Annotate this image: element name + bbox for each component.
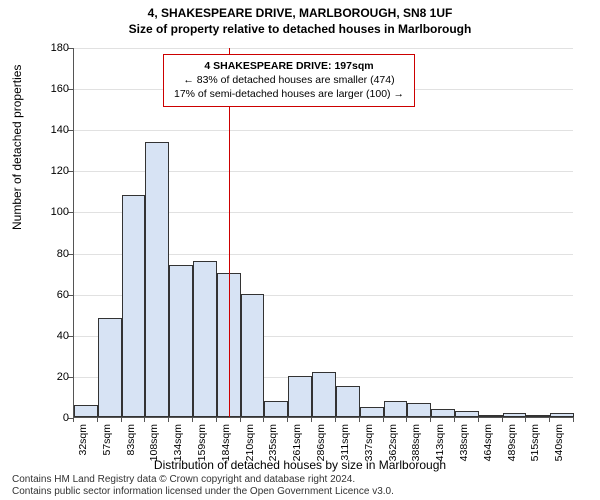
x-tick-label: 438sqm: [458, 424, 470, 461]
histogram-bar: [312, 372, 336, 417]
x-tick-mark: [406, 417, 407, 422]
x-tick-mark: [359, 417, 360, 422]
annotation-line1: ← 83% of detached houses are smaller (47…: [174, 73, 404, 87]
x-tick-mark: [525, 417, 526, 422]
histogram-bar: [74, 405, 98, 417]
y-tick-label: 140: [29, 124, 69, 136]
page-title: 4, SHAKESPEARE DRIVE, MARLBOROUGH, SN8 1…: [0, 0, 600, 20]
x-tick-label: 32sqm: [77, 424, 89, 456]
x-tick-mark: [430, 417, 431, 422]
x-tick-label: 388sqm: [410, 424, 422, 461]
y-tick-label: 60: [29, 289, 69, 301]
footer-line1: Contains HM Land Registry data © Crown c…: [12, 474, 394, 486]
x-tick-label: 540sqm: [553, 424, 565, 461]
histogram-bar: [479, 415, 503, 417]
y-tick-label: 100: [29, 206, 69, 218]
x-tick-label: 413sqm: [434, 424, 446, 461]
histogram-bar: [526, 415, 550, 417]
histogram-bar: [550, 413, 574, 417]
x-tick-label: 337sqm: [363, 424, 375, 461]
annotation-box: 4 SHAKESPEARE DRIVE: 197sqm ← 83% of det…: [163, 54, 415, 107]
histogram-bar: [288, 376, 312, 417]
gridline: [74, 130, 573, 131]
histogram-bar: [122, 195, 146, 417]
x-tick-mark: [287, 417, 288, 422]
histogram-bar: [145, 142, 169, 417]
x-tick-mark: [263, 417, 264, 422]
histogram-bar: [193, 261, 217, 417]
x-tick-mark: [216, 417, 217, 422]
x-tick-label: 464sqm: [482, 424, 494, 461]
x-tick-mark: [502, 417, 503, 422]
chart-area: 020406080100120140160180 32sqm57sqm83sqm…: [73, 48, 573, 418]
gridline: [74, 48, 573, 49]
histogram-bar: [431, 409, 455, 417]
footer-line2: Contains public sector information licen…: [12, 486, 394, 498]
x-axis-label: Distribution of detached houses by size …: [0, 458, 600, 472]
x-tick-label: 83sqm: [125, 424, 137, 456]
x-tick-label: 235sqm: [267, 424, 279, 461]
histogram-bar: [264, 401, 288, 417]
y-tick-label: 0: [29, 412, 69, 424]
y-tick-label: 80: [29, 248, 69, 260]
x-tick-label: 108sqm: [148, 424, 160, 461]
histogram-bar: [455, 411, 479, 417]
x-tick-mark: [549, 417, 550, 422]
histogram-bar: [336, 386, 360, 417]
x-tick-label: 210sqm: [244, 424, 256, 461]
histogram-bar: [503, 413, 527, 417]
y-axis-label: Number of detached properties: [10, 65, 24, 230]
y-tick-label: 120: [29, 165, 69, 177]
x-tick-label: 159sqm: [196, 424, 208, 461]
x-tick-mark: [121, 417, 122, 422]
annotation-title: 4 SHAKESPEARE DRIVE: 197sqm: [174, 59, 404, 73]
x-tick-mark: [168, 417, 169, 422]
x-tick-mark: [240, 417, 241, 422]
x-tick-label: 57sqm: [101, 424, 113, 456]
x-tick-mark: [335, 417, 336, 422]
x-tick-mark: [192, 417, 193, 422]
x-tick-mark: [478, 417, 479, 422]
histogram-bar: [241, 294, 265, 417]
x-tick-label: 362sqm: [387, 424, 399, 461]
x-tick-mark: [73, 417, 74, 422]
footer: Contains HM Land Registry data © Crown c…: [12, 474, 394, 498]
y-tick-label: 180: [29, 42, 69, 54]
x-tick-mark: [383, 417, 384, 422]
histogram-bar: [407, 403, 431, 417]
x-tick-mark: [454, 417, 455, 422]
x-tick-mark: [311, 417, 312, 422]
histogram-bar: [169, 265, 193, 417]
x-tick-label: 286sqm: [315, 424, 327, 461]
page-subtitle: Size of property relative to detached ho…: [0, 20, 600, 36]
x-tick-label: 489sqm: [506, 424, 518, 461]
x-tick-label: 261sqm: [291, 424, 303, 461]
histogram-bar: [360, 407, 384, 417]
y-tick-label: 160: [29, 83, 69, 95]
x-tick-label: 515sqm: [529, 424, 541, 461]
x-tick-mark: [144, 417, 145, 422]
x-tick-label: 184sqm: [220, 424, 232, 461]
y-tick-label: 40: [29, 330, 69, 342]
x-tick-mark: [97, 417, 98, 422]
x-tick-mark: [573, 417, 574, 422]
chart-container: 4, SHAKESPEARE DRIVE, MARLBOROUGH, SN8 1…: [0, 0, 600, 500]
histogram-bar: [98, 318, 122, 417]
x-tick-label: 311sqm: [339, 424, 351, 461]
annotation-line2: 17% of semi-detached houses are larger (…: [174, 87, 404, 101]
histogram-bar: [384, 401, 408, 417]
y-tick-label: 20: [29, 371, 69, 383]
x-tick-label: 134sqm: [172, 424, 184, 461]
